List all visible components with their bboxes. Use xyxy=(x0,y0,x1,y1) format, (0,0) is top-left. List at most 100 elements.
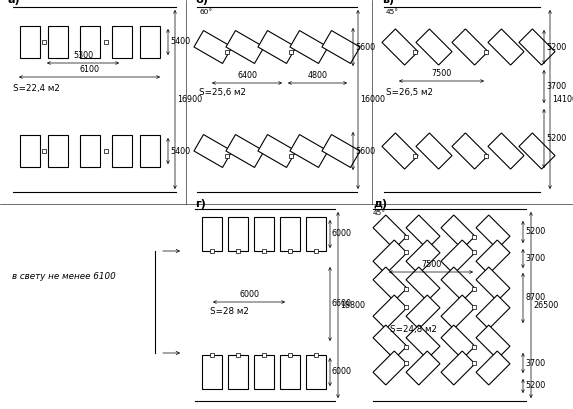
Bar xyxy=(322,31,360,63)
Bar xyxy=(48,135,68,167)
Bar xyxy=(404,345,408,349)
Bar xyxy=(262,353,266,357)
Bar xyxy=(288,249,292,253)
Bar xyxy=(382,133,418,169)
Text: S=24,8 м2: S=24,8 м2 xyxy=(390,325,437,334)
Bar xyxy=(236,249,240,253)
Bar xyxy=(42,40,46,44)
Text: 5200: 5200 xyxy=(546,43,566,52)
Bar xyxy=(413,50,417,54)
Bar xyxy=(373,295,407,329)
Bar xyxy=(476,240,510,274)
Bar xyxy=(42,149,46,153)
Bar xyxy=(406,240,440,274)
Text: б): б) xyxy=(195,0,208,5)
Bar xyxy=(306,217,326,251)
Bar xyxy=(112,135,132,167)
Text: 18800: 18800 xyxy=(340,301,365,310)
Text: S=26,5 м2: S=26,5 м2 xyxy=(386,88,433,97)
Text: 6600: 6600 xyxy=(332,299,352,308)
Text: 8700: 8700 xyxy=(525,294,545,303)
Bar xyxy=(404,305,408,309)
Bar xyxy=(280,217,300,251)
Bar xyxy=(476,325,510,359)
Text: 7500: 7500 xyxy=(431,69,452,78)
Bar xyxy=(476,267,510,301)
Bar xyxy=(306,355,326,389)
Bar xyxy=(484,50,488,54)
Text: S=22,4 м2: S=22,4 м2 xyxy=(13,84,60,93)
Bar xyxy=(413,154,417,158)
Bar xyxy=(441,215,475,249)
Bar xyxy=(202,217,222,251)
Bar xyxy=(104,149,108,153)
Bar xyxy=(452,133,488,169)
Bar xyxy=(472,345,476,349)
Bar xyxy=(314,353,318,357)
Bar xyxy=(406,267,440,301)
Text: 5200: 5200 xyxy=(525,227,545,236)
Bar xyxy=(373,240,407,274)
Bar xyxy=(258,31,296,63)
Text: 6000: 6000 xyxy=(332,368,352,377)
Bar xyxy=(406,325,440,359)
Bar xyxy=(488,133,524,169)
Bar xyxy=(290,135,328,167)
Bar xyxy=(225,154,229,158)
Text: в): в) xyxy=(382,0,394,5)
Text: 5200: 5200 xyxy=(546,134,566,143)
Bar xyxy=(288,353,292,357)
Text: а): а) xyxy=(8,0,21,5)
Text: 3700: 3700 xyxy=(525,359,545,368)
Text: 45°: 45° xyxy=(386,9,399,15)
Bar xyxy=(488,29,524,65)
Bar xyxy=(416,29,452,65)
Bar xyxy=(20,26,40,58)
Text: 45°: 45° xyxy=(373,210,386,216)
Bar xyxy=(519,29,555,65)
Bar xyxy=(441,240,475,274)
Bar xyxy=(225,50,229,54)
Text: г): г) xyxy=(195,199,206,209)
Text: S=25,6 м2: S=25,6 м2 xyxy=(199,88,246,97)
Bar xyxy=(472,287,476,291)
Bar xyxy=(280,355,300,389)
Text: 3700: 3700 xyxy=(525,254,545,263)
Bar xyxy=(48,26,68,58)
Text: 5600: 5600 xyxy=(355,146,375,155)
Bar xyxy=(404,361,408,365)
Bar xyxy=(476,351,510,385)
Bar xyxy=(472,235,476,239)
Bar xyxy=(228,355,248,389)
Bar xyxy=(441,295,475,329)
Text: 5200: 5200 xyxy=(525,382,545,391)
Bar xyxy=(404,287,408,291)
Bar xyxy=(194,135,232,167)
Bar xyxy=(322,135,360,167)
Bar xyxy=(210,249,214,253)
Bar xyxy=(289,50,293,54)
Bar xyxy=(314,249,318,253)
Text: 5300: 5300 xyxy=(73,51,93,60)
Bar xyxy=(519,133,555,169)
Bar xyxy=(194,31,232,63)
Text: в свету не менее 6100: в свету не менее 6100 xyxy=(12,272,116,281)
Bar xyxy=(472,305,476,309)
Bar xyxy=(472,361,476,365)
Bar xyxy=(202,355,222,389)
Text: 4800: 4800 xyxy=(308,71,328,80)
Text: 5600: 5600 xyxy=(355,43,375,52)
Text: S=28 м2: S=28 м2 xyxy=(210,307,249,316)
Text: 6000: 6000 xyxy=(332,229,352,238)
Bar xyxy=(406,215,440,249)
Bar xyxy=(254,355,274,389)
Bar xyxy=(20,135,40,167)
Text: 6100: 6100 xyxy=(80,65,100,74)
Bar xyxy=(373,325,407,359)
Bar xyxy=(484,154,488,158)
Bar xyxy=(441,351,475,385)
Bar xyxy=(254,217,274,251)
Text: 26500: 26500 xyxy=(533,301,558,310)
Bar xyxy=(258,135,296,167)
Bar xyxy=(289,154,293,158)
